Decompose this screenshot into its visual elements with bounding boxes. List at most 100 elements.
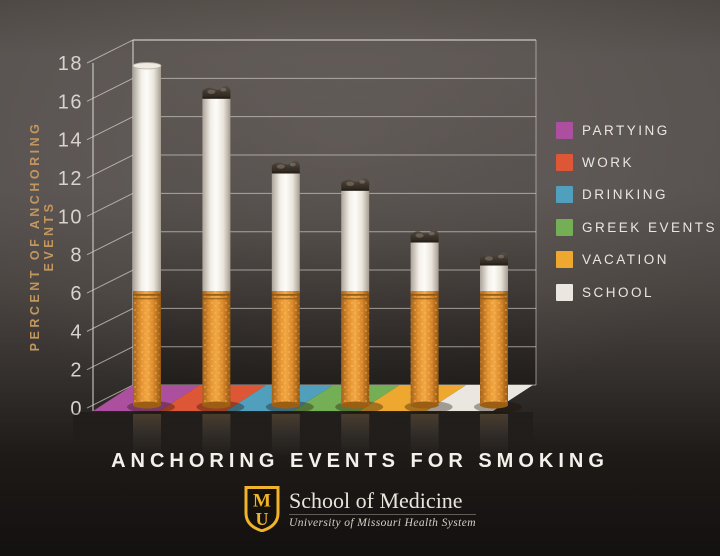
legend-item-drinking: DRINKING xyxy=(556,185,668,205)
ash-fleck xyxy=(220,87,227,92)
cigarette-paper xyxy=(202,96,231,291)
tick-8 xyxy=(86,231,134,256)
cigarette-base xyxy=(202,401,231,409)
ash-tip xyxy=(410,229,439,243)
logo-letter-m: M xyxy=(253,491,271,512)
ash-tip xyxy=(202,85,231,99)
cigarette-paper xyxy=(341,188,370,291)
tick-6 xyxy=(86,269,134,294)
cigarette-base xyxy=(271,401,300,409)
filter-ring-1 xyxy=(480,294,508,296)
cigarette-paper xyxy=(410,240,439,291)
tick-label-6: 6 xyxy=(70,283,83,305)
ash-fleck xyxy=(359,179,366,184)
cigarette-base xyxy=(480,401,508,409)
ash-seam xyxy=(341,188,370,191)
tick-18 xyxy=(86,39,134,64)
tick-label-0: 0 xyxy=(70,398,83,420)
cigarette-reflection xyxy=(271,414,300,458)
cigarette-base xyxy=(410,401,439,409)
legend-label: WORK xyxy=(582,154,634,170)
ash-fleck xyxy=(276,164,285,169)
ash-fleck xyxy=(485,256,493,261)
ash-fleck xyxy=(207,89,216,94)
cigarette-tip-cap xyxy=(132,62,162,70)
filter-ring-1 xyxy=(271,294,300,296)
cigarette-base xyxy=(341,401,370,409)
ash-fleck xyxy=(289,162,296,167)
filter-texture xyxy=(480,290,508,406)
ash-fleck xyxy=(428,231,435,236)
legend-item-work: WORK xyxy=(556,152,634,172)
back-wall xyxy=(133,40,536,385)
legend-swatch xyxy=(556,153,573,171)
cigarette-reflection xyxy=(202,414,231,458)
cigarette-paper xyxy=(480,263,508,291)
legend-item-greek-events: GREEK EVENTS xyxy=(556,217,717,237)
filter-ring-2 xyxy=(271,298,300,300)
tick-label-10: 10 xyxy=(58,206,83,228)
cigarette-paper xyxy=(271,171,300,291)
tick-12 xyxy=(86,154,134,179)
tick-label-8: 8 xyxy=(70,245,83,267)
tick-16 xyxy=(86,77,134,102)
filter-ring-1 xyxy=(341,294,370,296)
footer-brand: M U School of Medicine University of Mis… xyxy=(0,486,720,532)
ash-fleck xyxy=(498,254,504,259)
filter-ring-2 xyxy=(133,298,161,300)
cigarette-reflection xyxy=(133,414,161,458)
ash-seam xyxy=(202,96,231,99)
legend-item-partying: PARTYING xyxy=(556,120,670,140)
tick-label-18: 18 xyxy=(58,53,83,75)
filter-texture xyxy=(341,290,370,406)
chart-title: ANCHORING EVENTS FOR SMOKING xyxy=(111,450,609,472)
tick-0 xyxy=(86,384,134,409)
legend-item-vacation: VACATION xyxy=(556,250,669,270)
cigarette-paper xyxy=(133,65,161,291)
filter-ring-1 xyxy=(133,294,161,296)
filter-texture xyxy=(133,290,161,406)
filter-ring-2 xyxy=(202,298,231,300)
legend-swatch xyxy=(556,121,573,139)
legend-label: SCHOOL xyxy=(582,284,655,300)
filter-texture xyxy=(410,290,439,406)
ash-seam xyxy=(410,240,439,243)
tick-2 xyxy=(86,346,134,371)
tick-14 xyxy=(86,116,134,141)
tick-label-12: 12 xyxy=(58,168,83,190)
ash-seam xyxy=(271,171,300,174)
ash-tip xyxy=(480,252,508,266)
legend-swatch xyxy=(556,251,573,269)
ash-tip xyxy=(271,160,300,174)
y-axis-title: PERCENT OF ANCHORING EVENTS xyxy=(28,120,56,352)
footer-org-name: School of Medicine xyxy=(289,489,476,515)
legend-label: PARTYING xyxy=(582,122,670,138)
tick-10 xyxy=(86,192,134,217)
ash-fleck xyxy=(415,233,424,238)
ash-fleck xyxy=(346,181,355,186)
footer-tagline: University of Missouri Health System xyxy=(289,516,476,529)
cigarette-reflection xyxy=(410,414,439,458)
ash-seam xyxy=(480,263,508,266)
filter-ring-1 xyxy=(202,294,231,296)
cigarette-reflection xyxy=(341,414,370,458)
filter-ring-2 xyxy=(341,298,370,300)
tick-label-16: 16 xyxy=(58,91,83,113)
cigarette-base xyxy=(133,401,161,409)
legend-label: GREEK EVENTS xyxy=(582,219,718,235)
legend-swatch xyxy=(556,283,573,301)
filter-ring-1 xyxy=(410,294,439,296)
tick-4 xyxy=(86,307,134,332)
legend-swatch xyxy=(556,218,573,236)
shield-outline xyxy=(244,486,280,532)
filter-texture xyxy=(202,290,231,406)
filter-texture xyxy=(271,290,300,406)
cigarette-reflection xyxy=(480,414,508,458)
legend-item-school: SCHOOL xyxy=(556,282,654,302)
legend-label: DRINKING xyxy=(582,187,669,203)
logo-letter-u: U xyxy=(256,509,269,529)
ash-tip xyxy=(341,177,370,191)
mu-shield-logo: M U xyxy=(244,486,280,532)
